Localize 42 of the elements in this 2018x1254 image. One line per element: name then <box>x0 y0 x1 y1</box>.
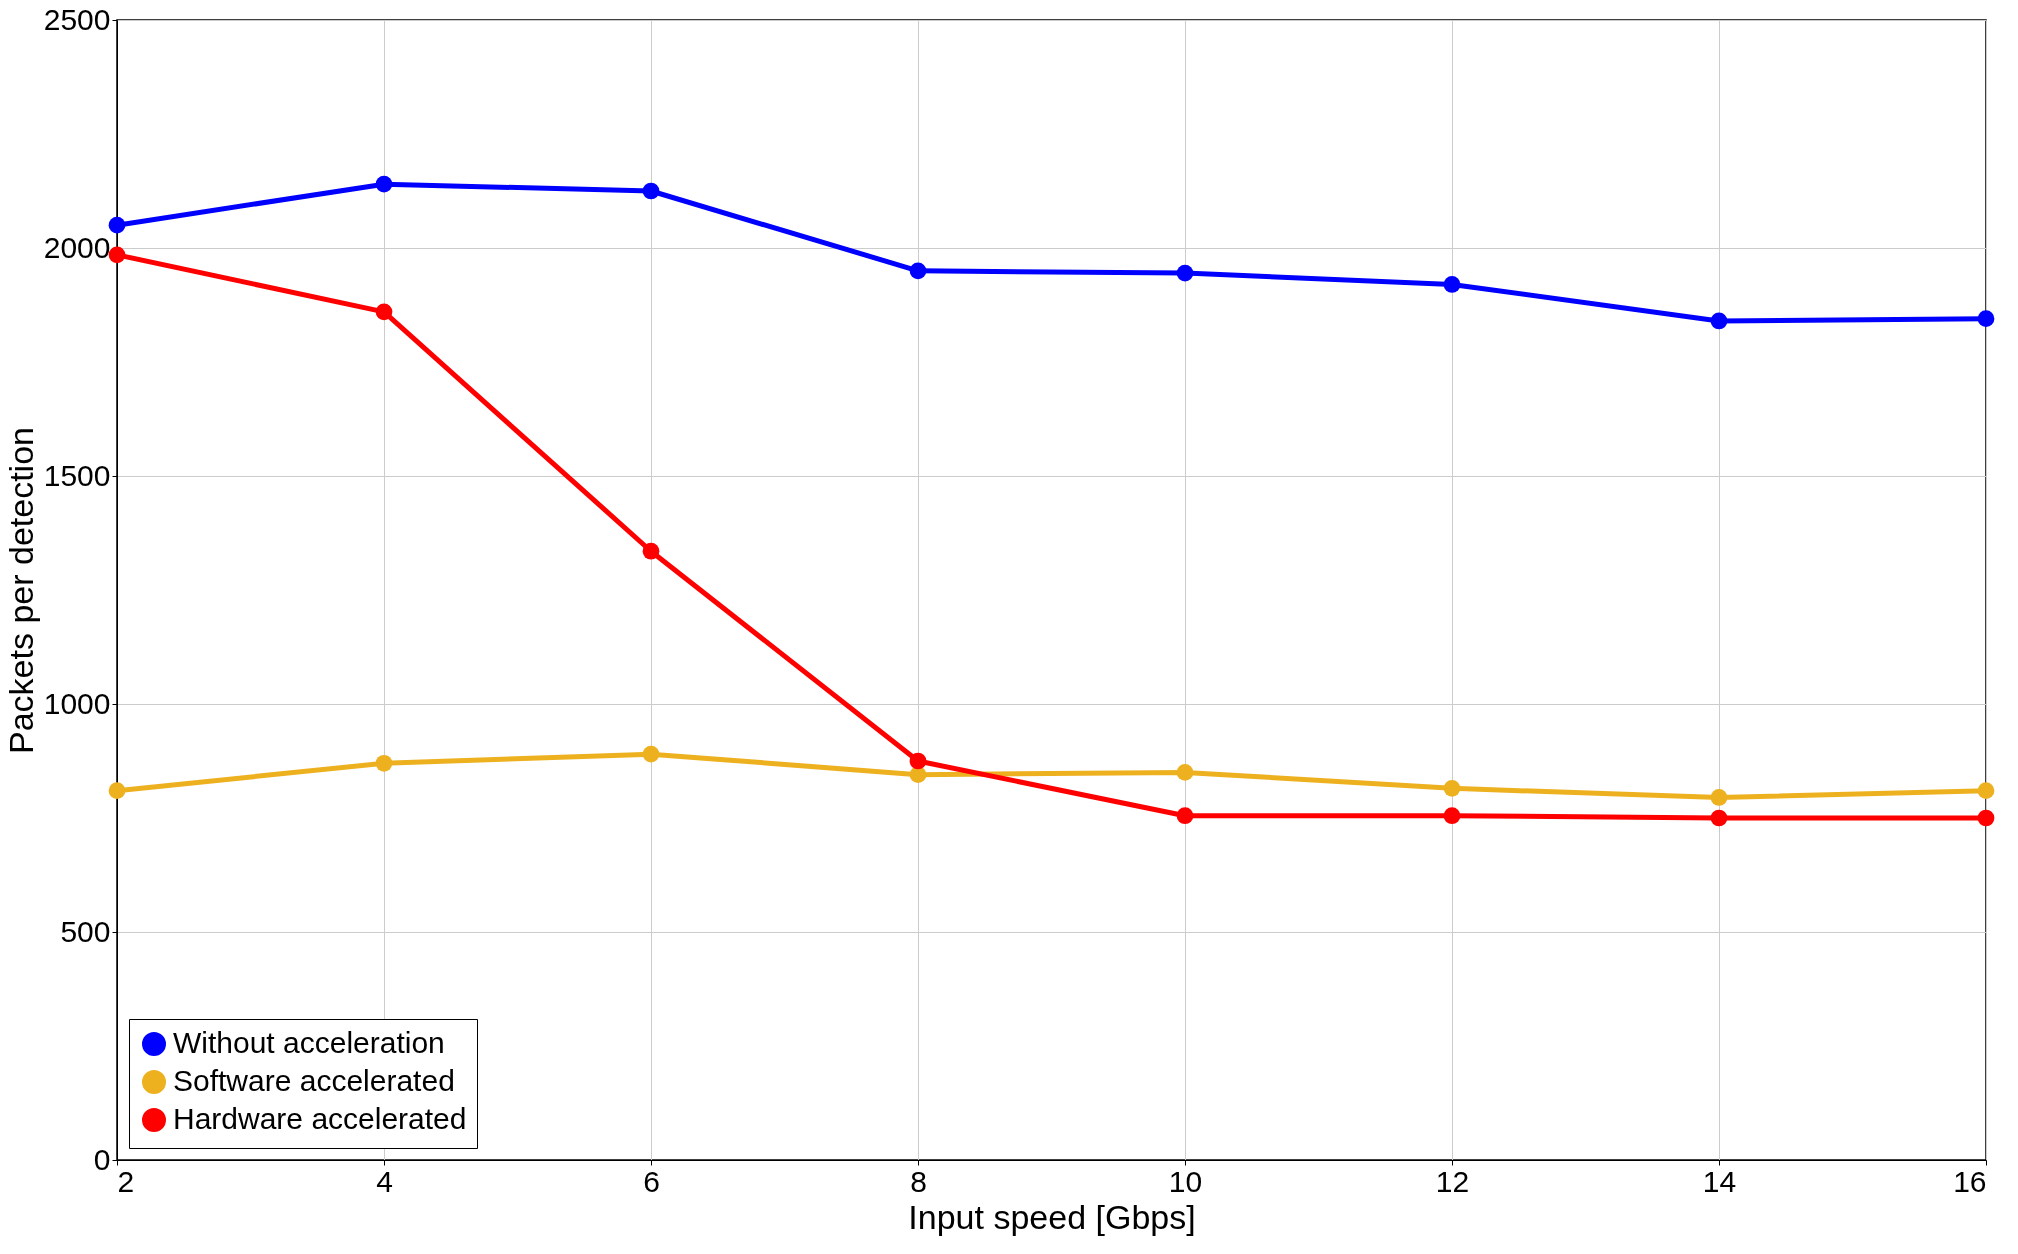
point <box>1176 264 1194 282</box>
point <box>1176 807 1194 825</box>
y-tick-label: 1000 <box>43 686 111 720</box>
x-tick-label: 2 <box>117 1164 135 1198</box>
point <box>909 262 927 280</box>
point <box>1443 276 1461 293</box>
x-axis-title: Input speed [Gbps] <box>908 1197 1196 1236</box>
point <box>108 782 126 799</box>
legend-label: Without acceleration <box>173 1026 445 1059</box>
point <box>1977 809 1995 827</box>
point <box>375 303 393 321</box>
point <box>1977 310 1995 328</box>
y-tick-label: 500 <box>60 914 111 948</box>
y-tick-label: 0 <box>93 1142 111 1176</box>
point <box>1710 809 1728 827</box>
point <box>642 542 660 560</box>
x-tick-label: 10 <box>1168 1164 1203 1198</box>
x-tick-label: 4 <box>376 1164 393 1198</box>
x-tick-label: 12 <box>1435 1164 1470 1198</box>
point <box>1977 782 1995 799</box>
legend-label: Hardware accelerated <box>173 1102 467 1135</box>
point <box>1710 312 1728 330</box>
point <box>1710 789 1728 806</box>
point <box>642 745 660 763</box>
point <box>375 754 393 772</box>
point <box>108 246 126 264</box>
point <box>108 216 126 234</box>
x-tick-label: 6 <box>643 1164 660 1198</box>
point <box>642 182 660 200</box>
x-tick-label: 16 <box>1953 1164 1987 1198</box>
legend-label: Software accelerated <box>173 1064 455 1097</box>
x-tick-label: 8 <box>910 1164 927 1198</box>
y-tick-label: 2500 <box>43 2 111 36</box>
y-tick-label: 1500 <box>43 458 111 492</box>
x-tick-label: 14 <box>1702 1164 1737 1198</box>
point <box>1443 780 1461 797</box>
point <box>375 175 393 193</box>
point <box>1176 764 1194 781</box>
y-axis-title: Packets per detection <box>1 427 40 754</box>
y-tick-label: 2000 <box>43 230 111 264</box>
point <box>1443 807 1461 825</box>
point <box>909 752 927 770</box>
